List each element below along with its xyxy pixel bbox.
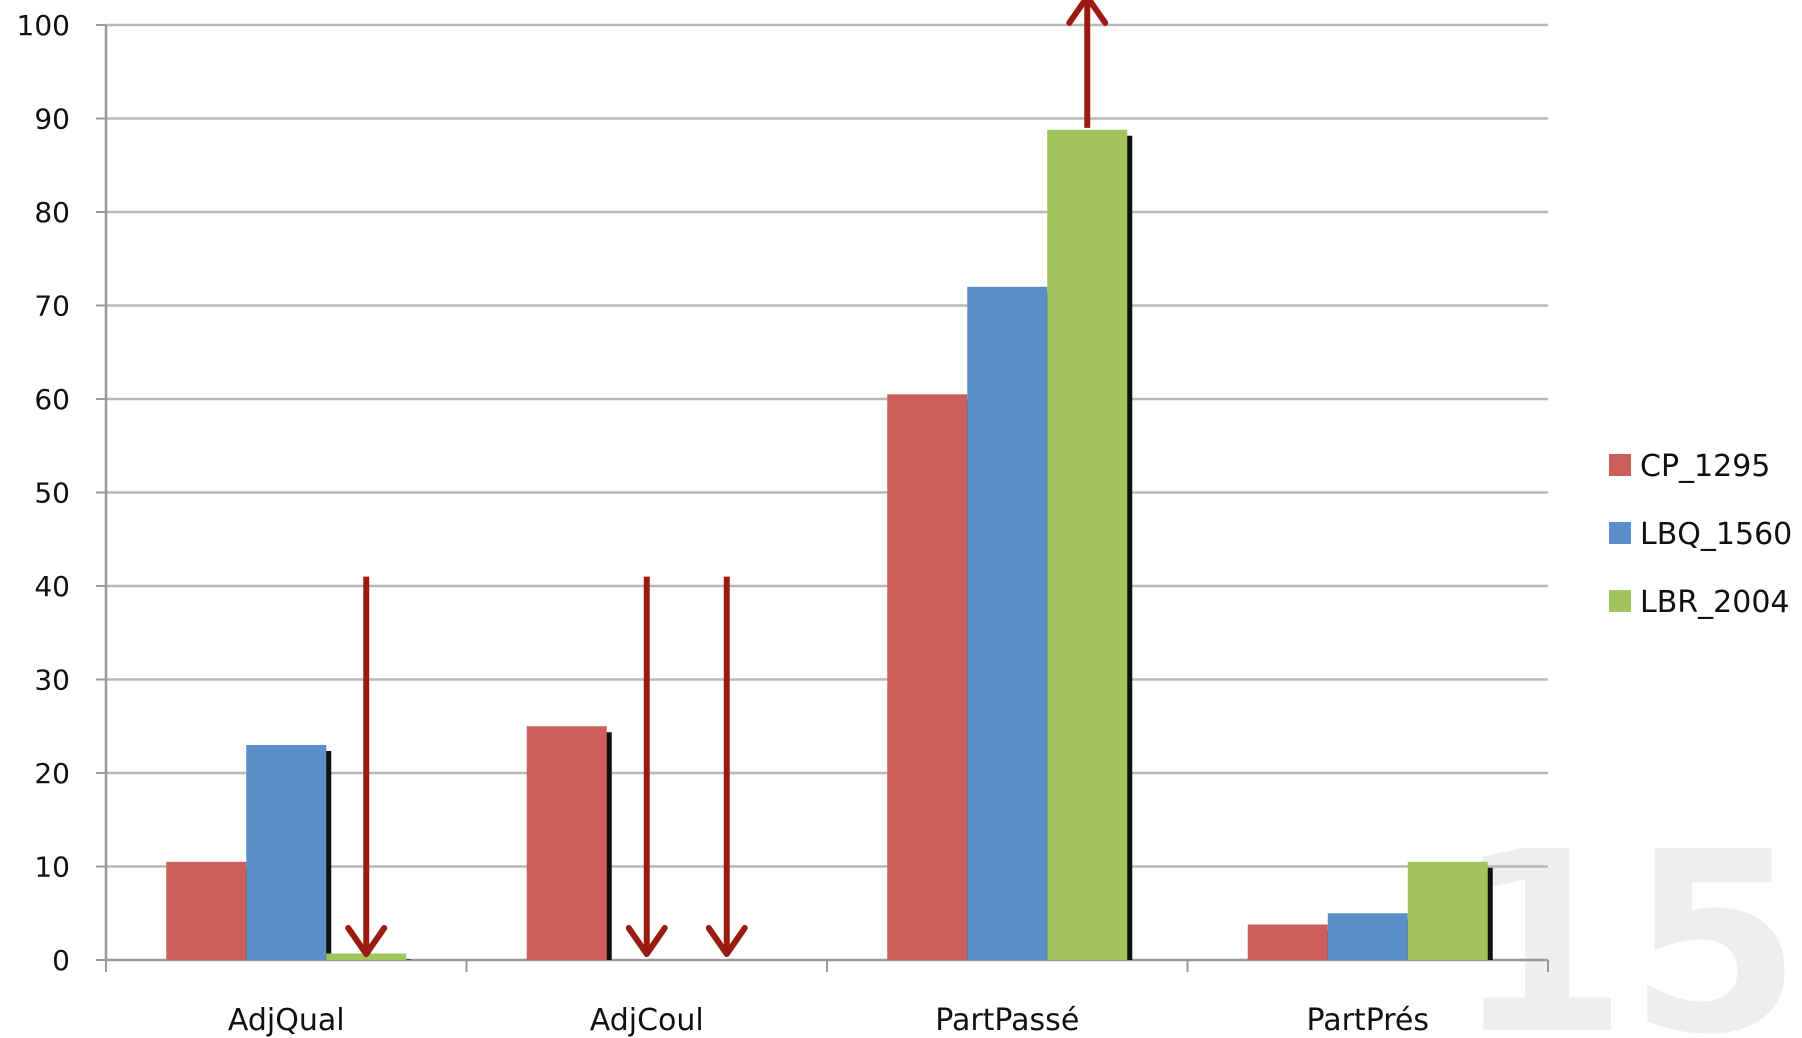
y-tick-label: 90: [34, 103, 70, 136]
y-tick-label: 30: [34, 664, 70, 697]
legend-swatch: [1609, 454, 1631, 476]
y-tick-label: 0: [52, 944, 70, 977]
bar-cp-1295: [526, 726, 607, 960]
y-tick-label: 50: [34, 477, 70, 510]
bar-cp-1295: [887, 394, 968, 960]
legend-item: LBQ_1560: [1609, 517, 1792, 552]
legend-item: LBR_2004: [1609, 585, 1790, 620]
down-arrow-annotation: [625, 576, 668, 957]
y-tick-label: 10: [34, 851, 70, 884]
legend-swatch: [1609, 522, 1631, 544]
x-category-label: PartPassé: [935, 1003, 1079, 1038]
legend-label: CP_1295: [1640, 449, 1770, 484]
bar-lbq-1560: [246, 744, 327, 960]
bar-cp-1295: [1247, 924, 1328, 960]
bar-lbq-1560: [1327, 913, 1408, 960]
y-tick-label: 70: [34, 290, 70, 323]
y-tick-label: 100: [17, 9, 70, 42]
y-tick-label: 40: [34, 570, 70, 603]
y-tick-label: 60: [34, 383, 70, 416]
y-tick-label: 80: [34, 196, 70, 229]
legend-item: CP_1295: [1609, 449, 1770, 484]
bar-cp-1295: [166, 861, 247, 960]
y-tick-label: 20: [34, 757, 70, 790]
up-arrow-annotation: [1066, 0, 1109, 128]
watermark-page-number: 15: [1454, 798, 1802, 1038]
down-arrow-annotation: [345, 576, 388, 957]
bar-lbr-2004: [1047, 129, 1128, 961]
bar-lbq-1560: [967, 286, 1048, 960]
x-category-label: PartPrés: [1306, 1003, 1429, 1038]
bar-lbr-2004: [1407, 861, 1488, 960]
x-category-label: AdjQual: [228, 1003, 345, 1038]
legend-label: LBQ_1560: [1640, 517, 1792, 552]
legend-label: LBR_2004: [1640, 585, 1790, 620]
legend-swatch: [1609, 590, 1631, 612]
down-arrow-annotation: [705, 576, 748, 957]
x-category-label: AdjCoul: [590, 1003, 704, 1038]
